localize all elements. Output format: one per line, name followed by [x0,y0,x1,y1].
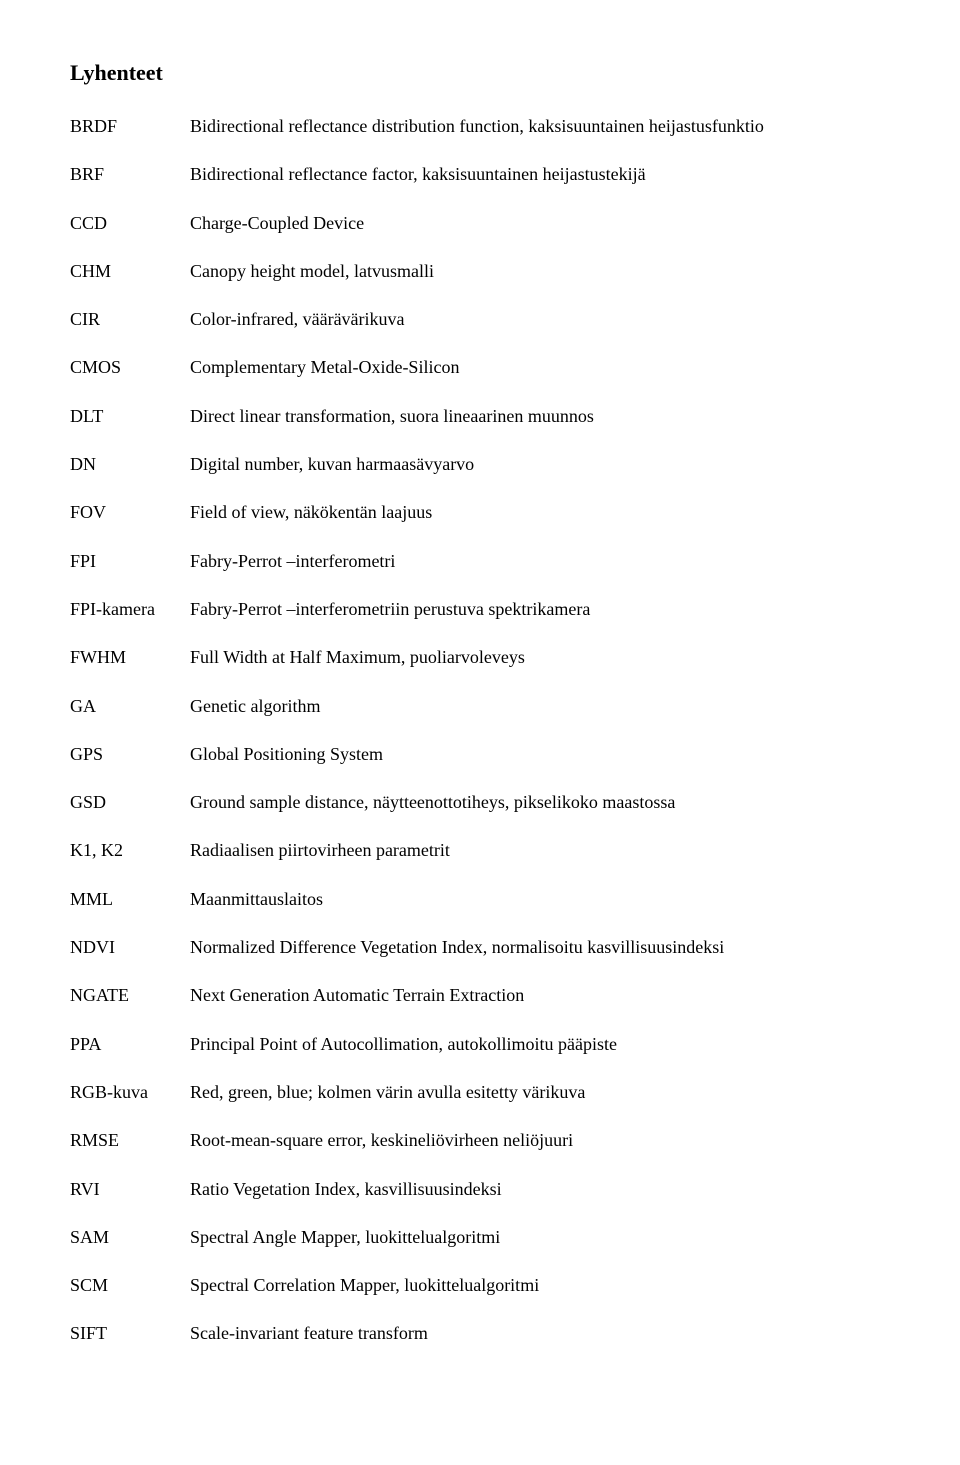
abbreviation-definition: Direct linear transformation, suora line… [190,404,890,428]
abbreviation-row: SCMSpectral Correlation Mapper, luokitte… [70,1273,890,1297]
abbreviation-row: RMSERoot-mean-square error, keskineliövi… [70,1128,890,1152]
abbreviation-definition: Field of view, näkökentän laajuus [190,500,890,524]
abbreviation-term: MML [70,887,190,911]
abbreviation-definition: Full Width at Half Maximum, puoliarvolev… [190,645,890,669]
abbreviation-row: FPIFabry-Perrot –interferometri [70,549,890,573]
abbreviation-term: FWHM [70,645,190,669]
abbreviation-definition: Maanmittauslaitos [190,887,890,911]
abbreviation-term: PPA [70,1032,190,1056]
abbreviation-definition: Spectral Angle Mapper, luokittelualgorit… [190,1225,890,1249]
abbreviation-definition: Canopy height model, latvusmalli [190,259,890,283]
abbreviation-definition: Complementary Metal-Oxide-Silicon [190,355,890,379]
abbreviation-row: SAMSpectral Angle Mapper, luokittelualgo… [70,1225,890,1249]
abbreviation-row: PPAPrincipal Point of Autocollimation, a… [70,1032,890,1056]
abbreviation-definition: Ratio Vegetation Index, kasvillisuusinde… [190,1177,890,1201]
abbreviation-definition: Genetic algorithm [190,694,890,718]
abbreviation-row: RGB-kuvaRed, green, blue; kolmen värin a… [70,1080,890,1104]
abbreviation-term: RVI [70,1177,190,1201]
abbreviation-term: GSD [70,790,190,814]
abbreviation-term: GPS [70,742,190,766]
abbreviation-definition: Fabry-Perrot –interferometri [190,549,890,573]
abbreviation-term: BRF [70,162,190,186]
abbreviation-term: NDVI [70,935,190,959]
abbreviation-term: RGB-kuva [70,1080,190,1104]
abbreviation-term: GA [70,694,190,718]
page-title: Lyhenteet [70,60,890,86]
abbreviation-term: CIR [70,307,190,331]
abbreviation-row: K1, K2Radiaalisen piirtovirheen parametr… [70,838,890,862]
abbreviation-term: FOV [70,500,190,524]
abbreviation-term: DN [70,452,190,476]
abbreviation-definition: Red, green, blue; kolmen värin avulla es… [190,1080,890,1104]
abbreviation-row: DNDigital number, kuvan harmaasävyarvo [70,452,890,476]
abbreviation-definition: Color-infrared, väärävärikuva [190,307,890,331]
abbreviation-row: MMLMaanmittauslaitos [70,887,890,911]
abbreviation-row: FWHMFull Width at Half Maximum, puoliarv… [70,645,890,669]
abbreviation-row: GPSGlobal Positioning System [70,742,890,766]
abbreviation-row: FOVField of view, näkökentän laajuus [70,500,890,524]
abbreviation-definition: Charge-Coupled Device [190,211,890,235]
abbreviation-term: CHM [70,259,190,283]
abbreviation-term: SAM [70,1225,190,1249]
abbreviation-row: SIFTScale-invariant feature transform [70,1321,890,1345]
abbreviation-definition: Global Positioning System [190,742,890,766]
abbreviation-row: CCDCharge-Coupled Device [70,211,890,235]
abbreviation-definition: Scale-invariant feature transform [190,1321,890,1345]
abbreviation-term: RMSE [70,1128,190,1152]
abbreviation-term: FPI-kamera [70,597,190,621]
abbreviation-definition: Principal Point of Autocollimation, auto… [190,1032,890,1056]
abbreviation-row: BRFBidirectional reflectance factor, kak… [70,162,890,186]
abbreviation-term: CCD [70,211,190,235]
abbreviation-list: BRDFBidirectional reflectance distributi… [70,114,890,1346]
abbreviation-term: CMOS [70,355,190,379]
abbreviation-term: NGATE [70,983,190,1007]
abbreviation-definition: Fabry-Perrot –interferometriin perustuva… [190,597,890,621]
abbreviation-row: GSDGround sample distance, näytteenottot… [70,790,890,814]
abbreviation-row: BRDFBidirectional reflectance distributi… [70,114,890,138]
abbreviation-definition: Ground sample distance, näytteenottotihe… [190,790,890,814]
abbreviation-term: SIFT [70,1321,190,1345]
abbreviation-row: DLTDirect linear transformation, suora l… [70,404,890,428]
abbreviation-row: CHMCanopy height model, latvusmalli [70,259,890,283]
abbreviation-row: NGATENext Generation Automatic Terrain E… [70,983,890,1007]
abbreviation-definition: Root-mean-square error, keskineliövirhee… [190,1128,890,1152]
abbreviation-row: RVIRatio Vegetation Index, kasvillisuusi… [70,1177,890,1201]
abbreviation-term: K1, K2 [70,838,190,862]
abbreviation-row: FPI-kameraFabry-Perrot –interferometriin… [70,597,890,621]
abbreviation-definition: Next Generation Automatic Terrain Extrac… [190,983,890,1007]
abbreviation-term: BRDF [70,114,190,138]
abbreviation-definition: Normalized Difference Vegetation Index, … [190,935,890,959]
abbreviation-row: NDVINormalized Difference Vegetation Ind… [70,935,890,959]
abbreviation-definition: Bidirectional reflectance factor, kaksis… [190,162,890,186]
abbreviation-definition: Radiaalisen piirtovirheen parametrit [190,838,890,862]
abbreviation-row: CMOSComplementary Metal-Oxide-Silicon [70,355,890,379]
abbreviation-term: FPI [70,549,190,573]
abbreviation-definition: Bidirectional reflectance distribution f… [190,114,890,138]
abbreviation-definition: Digital number, kuvan harmaasävyarvo [190,452,890,476]
abbreviation-row: CIRColor-infrared, väärävärikuva [70,307,890,331]
abbreviation-definition: Spectral Correlation Mapper, luokittelua… [190,1273,890,1297]
abbreviation-term: DLT [70,404,190,428]
abbreviation-term: SCM [70,1273,190,1297]
abbreviation-row: GAGenetic algorithm [70,694,890,718]
